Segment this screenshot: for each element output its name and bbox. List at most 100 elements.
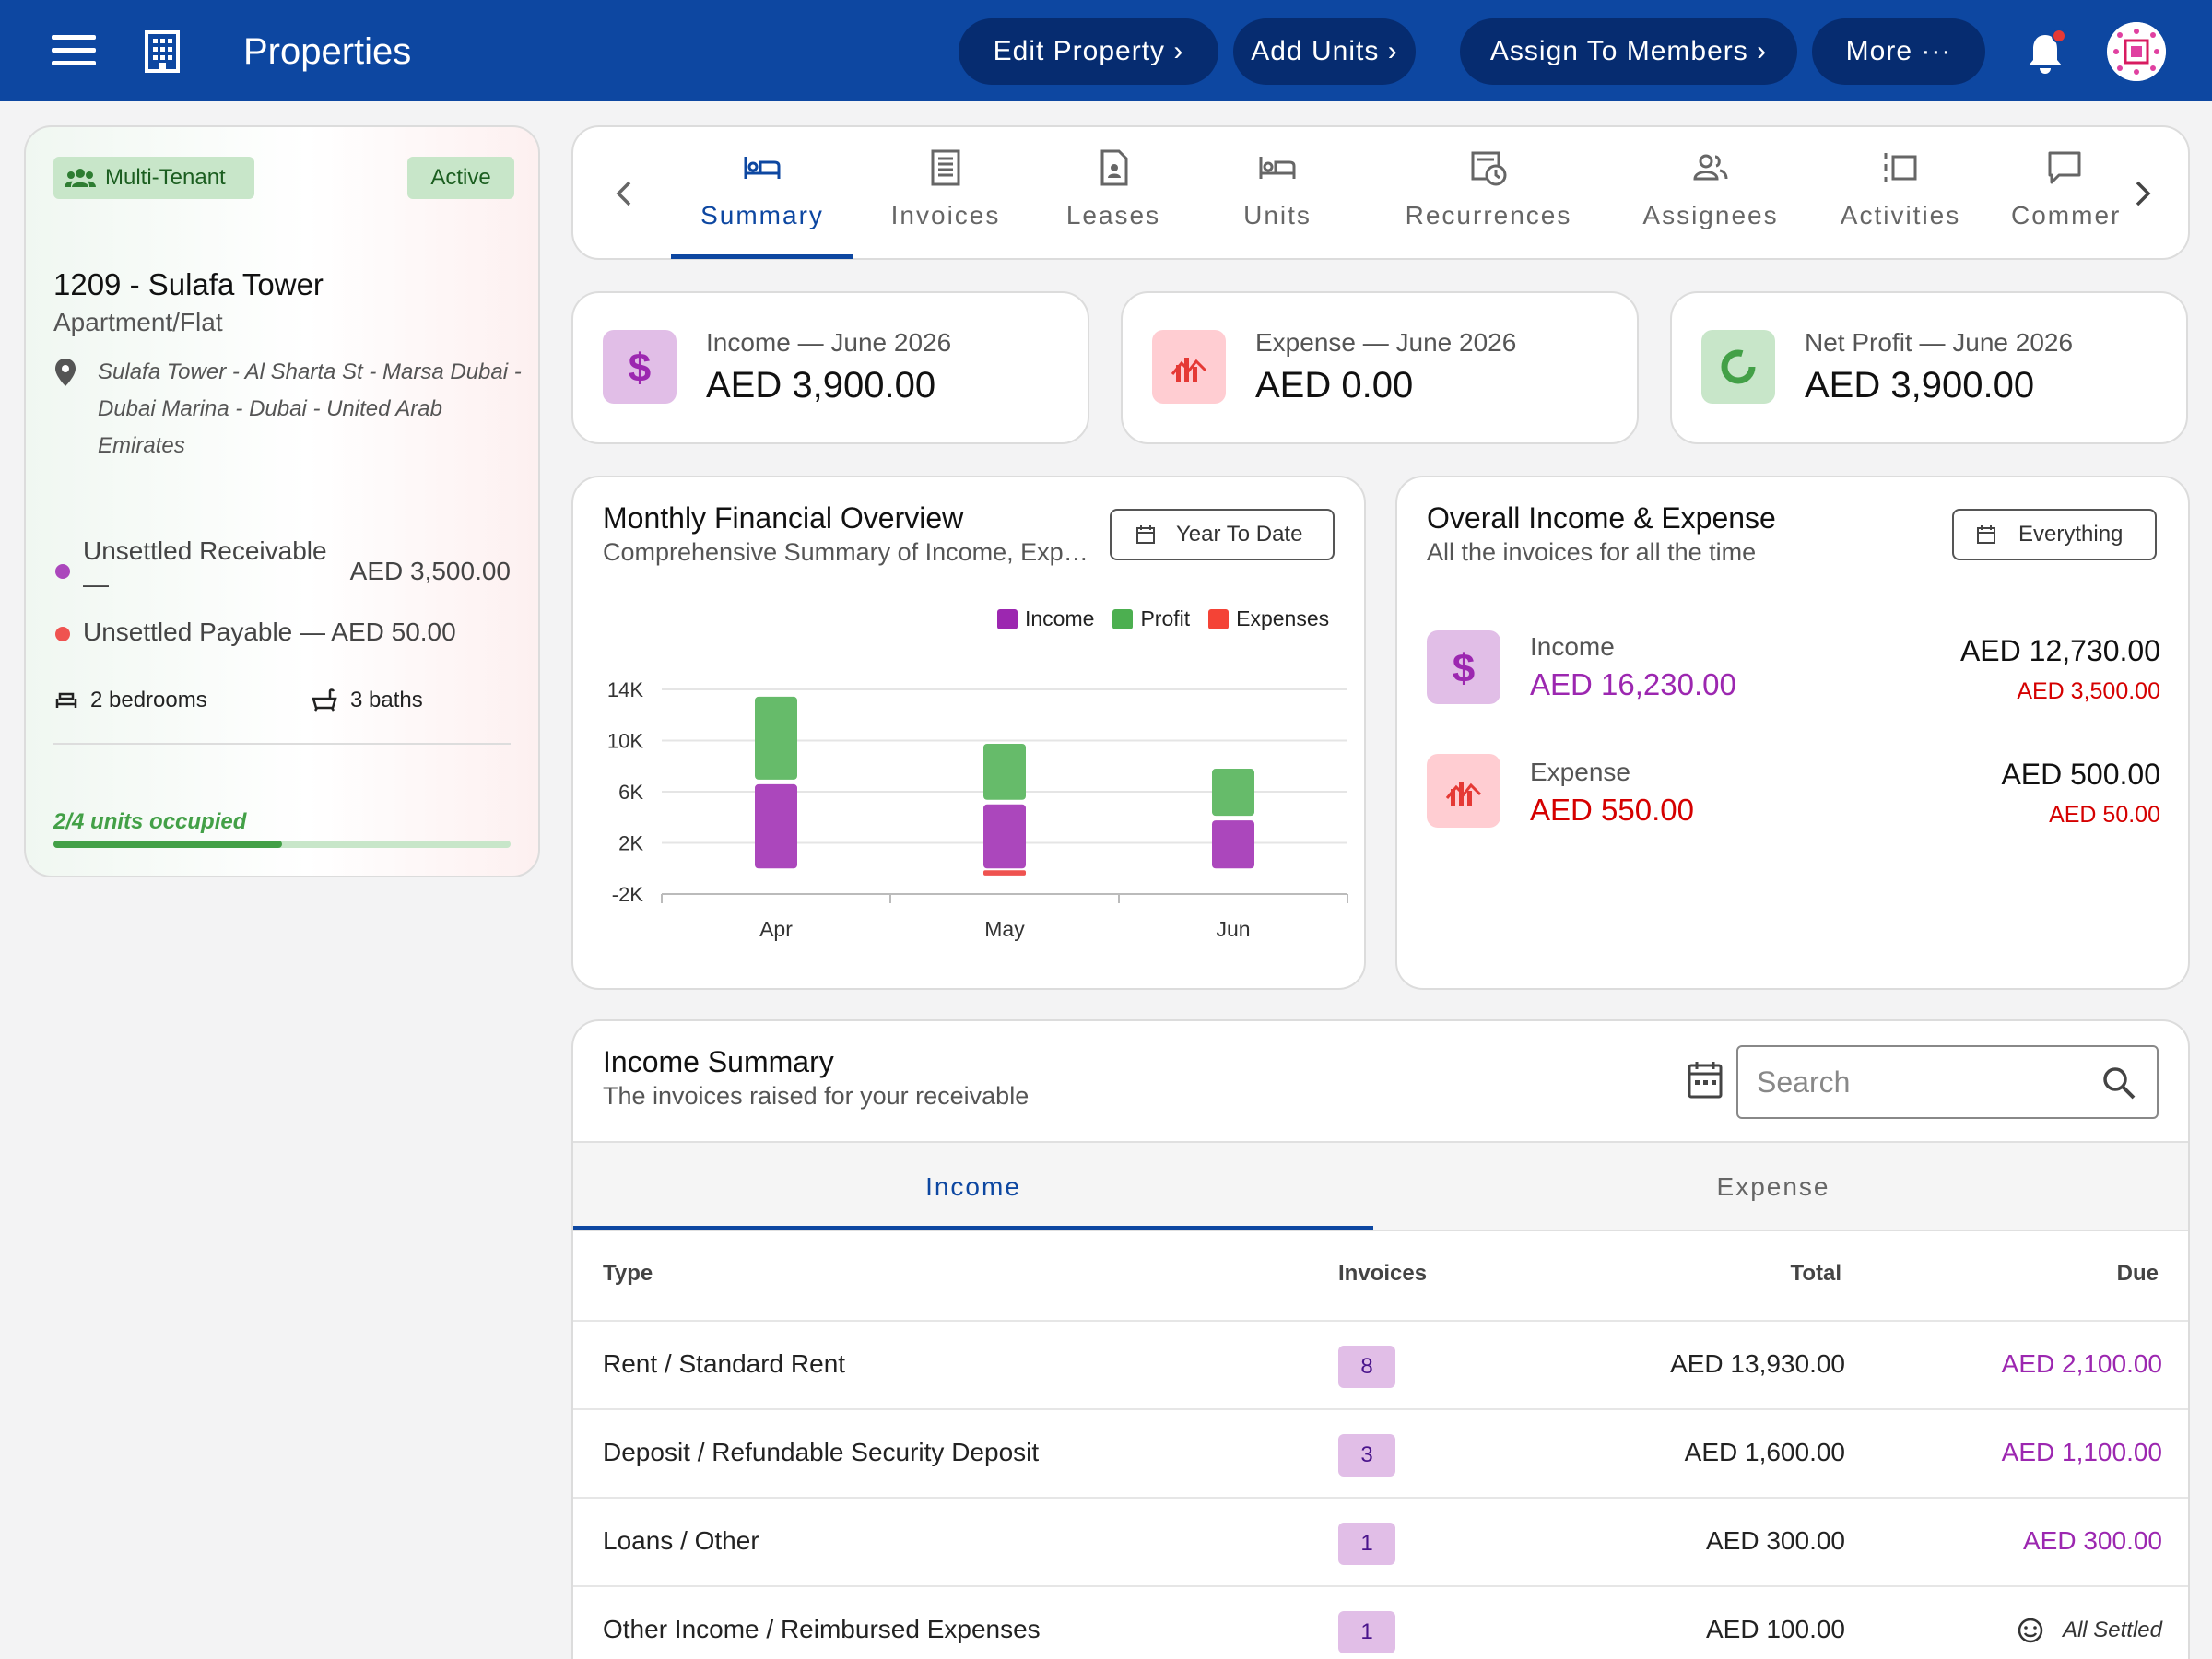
stat-expense-value: AED 0.00 [1255, 365, 1414, 406]
edit-property-button[interactable]: Edit Property › [959, 18, 1218, 85]
bar-expense-may [983, 870, 1026, 876]
subtab-expense[interactable]: Expense [1716, 1172, 1830, 1201]
status-badge: Active [407, 157, 514, 199]
subtab-income[interactable]: Income [925, 1172, 1021, 1201]
x-tick-label: Jun [1216, 917, 1250, 941]
bar-profit-may [983, 743, 1026, 800]
calendar-icon[interactable] [1687, 1060, 1724, 1100]
tab-activities[interactable]: Activities [1810, 127, 1991, 262]
unsettled-receivable-dash: — [83, 570, 109, 598]
table-row[interactable]: Loans / Other 1 AED 300.00 AED 300.00 [573, 1497, 2188, 1585]
property-subtitle: Apartment/Flat [53, 308, 223, 336]
overall-income-due: AED 3,500.00 [2017, 678, 2160, 704]
menu-icon[interactable] [52, 35, 96, 68]
stat-expense-label: Expense — June 2026 [1255, 328, 1517, 357]
contract-icon [1100, 149, 1128, 186]
monthly-title: Monthly Financial Overview [603, 501, 964, 535]
search-input[interactable] [1757, 1062, 2088, 1102]
property-title: 1209 - Sulafa Tower [53, 267, 324, 301]
tab-units[interactable]: Units [1189, 127, 1366, 262]
notifications-bell-icon[interactable] [2024, 29, 2066, 76]
invoice-count-badge: 1 [1338, 1611, 1395, 1653]
svg-text:$: $ [1453, 646, 1475, 689]
chevron-left-icon[interactable] [606, 175, 643, 212]
tab-invoices-label: Invoices [890, 201, 1001, 229]
divider [53, 743, 511, 745]
chevron-right-icon[interactable] [2124, 175, 2160, 212]
table-row[interactable]: Deposit / Refundable Security Deposit 3 … [573, 1408, 2188, 1497]
overall-title: Overall Income & Expense [1427, 501, 1776, 535]
invoice-count-badge: 8 [1338, 1346, 1395, 1388]
overall-income-label: Income [1530, 632, 1615, 661]
stat-profit-card: Net Profit — June 2026 AED 3,900.00 [1670, 291, 2188, 444]
row-type: Rent / Standard Rent [603, 1349, 846, 1378]
y-tick-label: 10K [607, 730, 643, 753]
occupancy-label: 2/4 units occupied [53, 809, 247, 834]
expense-chart-icon [1152, 330, 1226, 404]
legend-expenses-swatch [1208, 608, 1230, 629]
occupancy-progress-fill [53, 841, 282, 848]
active-tab-indicator [671, 254, 853, 259]
bar-income-may [983, 804, 1026, 869]
table-row[interactable]: Other Income / Reimbursed Expenses 1 AED… [573, 1585, 2188, 1659]
multi-tenant-label: Multi-Tenant [105, 165, 226, 190]
everything-filter-button[interactable]: Everything [1952, 509, 2157, 560]
expense-chart-icon [1427, 754, 1500, 828]
svg-text:$: $ [629, 346, 651, 389]
overall-income-value: AED 16,230.00 [1530, 667, 1736, 701]
row-type: Deposit / Refundable Security Deposit [603, 1438, 1040, 1466]
building-icon [145, 30, 180, 73]
tab-comments-label: Commer [2011, 201, 2122, 229]
bed-icon [1259, 157, 1296, 179]
tab-leases[interactable]: Leases [1038, 127, 1189, 262]
add-units-button[interactable]: Add Units › [1233, 18, 1416, 85]
multi-tenant-chip: Multi-Tenant [53, 157, 254, 199]
row-total: AED 100.00 [1706, 1615, 1845, 1643]
donut-icon [1701, 330, 1775, 404]
table-row[interactable]: Rent / Standard Rent 8 AED 13,930.00 AED… [573, 1320, 2188, 1408]
property-address: Sulafa Tower - Al Sharta St - Marsa Duba… [98, 359, 522, 458]
legend-income-swatch [997, 608, 1018, 629]
comment-icon [2048, 151, 2081, 184]
overall-expense-value: AED 550.00 [1530, 793, 1694, 827]
payable-dot [55, 627, 70, 641]
user-avatar[interactable] [2107, 22, 2166, 81]
y-tick-label: 14K [607, 678, 643, 701]
tab-invoices[interactable]: Invoices [853, 127, 1038, 262]
tab-assignees[interactable]: Assignees [1611, 127, 1810, 262]
stat-income-card: $ Income — June 2026 AED 3,900.00 [571, 291, 1089, 444]
group-icon [65, 169, 96, 187]
row-total: AED 300.00 [1706, 1526, 1845, 1555]
row-type: Loans / Other [603, 1526, 759, 1555]
income-summary-subtitle: The invoices raised for your receivable [603, 1082, 1030, 1110]
bed-icon [744, 157, 781, 179]
location-pin-icon [55, 359, 76, 386]
tab-recurrences[interactable]: Recurrences [1366, 127, 1611, 262]
bed-icon [55, 692, 77, 708]
tab-assignees-label: Assignees [1642, 201, 1779, 229]
search-box [1736, 1045, 2159, 1119]
stat-expense-card: Expense — June 2026 AED 0.00 [1121, 291, 1639, 444]
overall-expense-due: AED 50.00 [2049, 802, 2160, 828]
calendar-icon [1977, 525, 1995, 544]
tab-comments[interactable]: Commer [1991, 127, 2138, 262]
search-icon[interactable] [2101, 1065, 2136, 1100]
column-due: Due [2116, 1261, 2159, 1286]
bar-profit-apr [755, 696, 797, 780]
unsettled-payable-label: Unsettled Payable — AED 50.00 [83, 618, 456, 646]
top-app-bar: Properties Edit Property › Add Units › A… [0, 0, 2212, 101]
timeline-icon [1884, 153, 1917, 182]
y-tick-label: -2K [612, 883, 644, 906]
assign-to-members-button[interactable]: Assign To Members › [1460, 18, 1797, 85]
legend-expenses: Expenses [1236, 606, 1330, 630]
row-type: Other Income / Reimbursed Expenses [603, 1615, 1041, 1643]
year-to-date-label: Year To Date [1176, 522, 1303, 547]
receipt-icon [931, 149, 960, 186]
more-button[interactable]: More ··· [1812, 18, 1985, 85]
overall-income-settled: AED 12,730.00 [1959, 634, 2160, 667]
tab-summary[interactable]: Summary [671, 127, 853, 262]
baths-count: 3 baths [350, 688, 423, 712]
bar-income-jun [1212, 820, 1254, 869]
year-to-date-button[interactable]: Year To Date [1110, 509, 1335, 560]
bathtub-icon [312, 688, 337, 712]
